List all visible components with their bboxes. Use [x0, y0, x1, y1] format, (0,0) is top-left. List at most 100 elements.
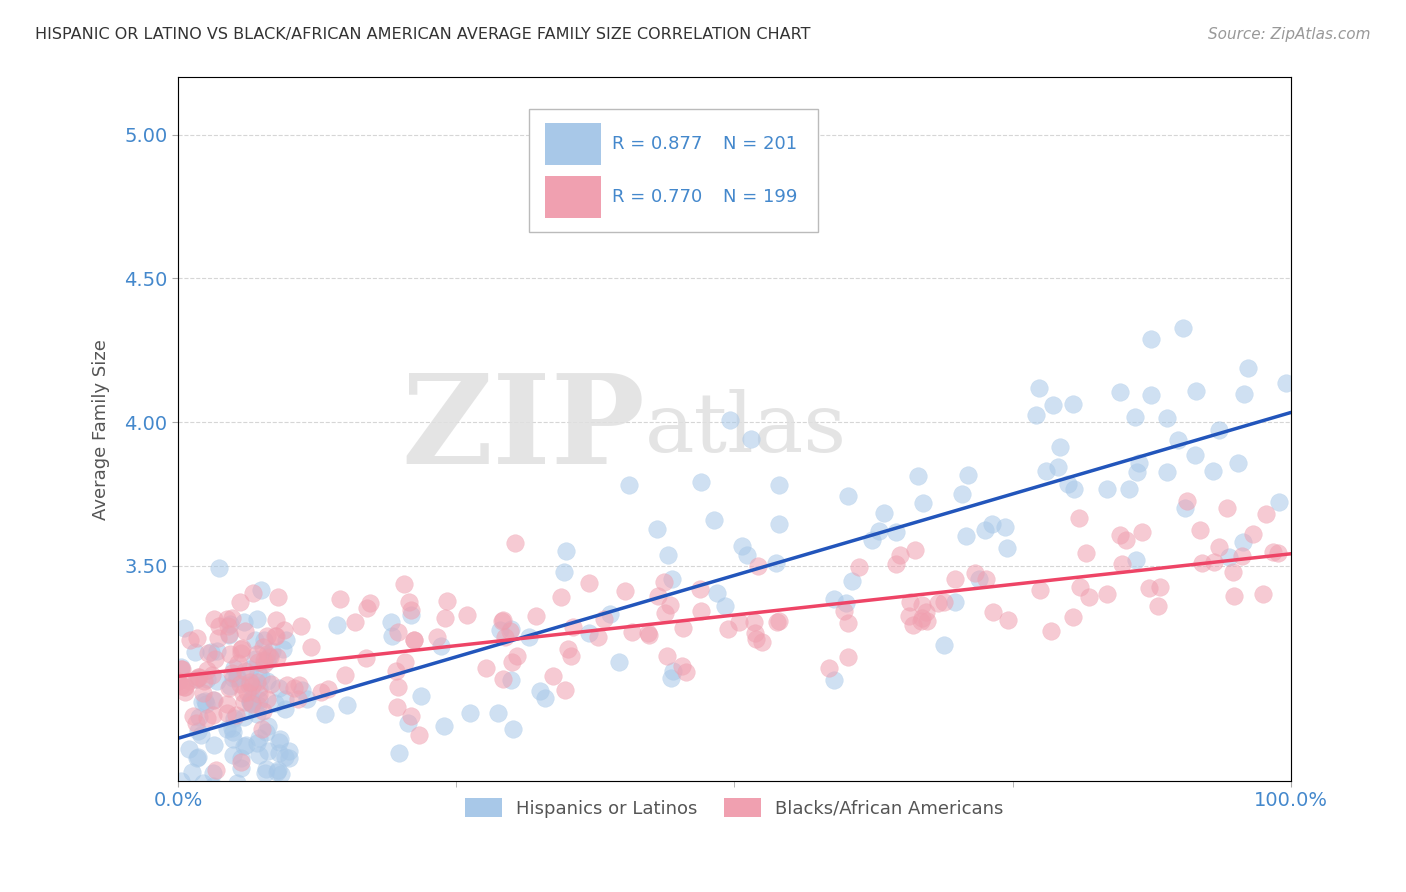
- Point: [170, 662, 193, 676]
- Point: [181, 764, 204, 779]
- Point: [981, 605, 1004, 619]
- Point: [254, 765, 277, 780]
- Point: [257, 719, 280, 733]
- Point: [246, 647, 269, 661]
- Point: [768, 615, 790, 629]
- Point: [197, 646, 219, 660]
- Point: [359, 596, 381, 610]
- Point: [491, 614, 513, 628]
- Point: [344, 615, 367, 629]
- Point: [240, 696, 263, 710]
- Point: [274, 702, 297, 716]
- Point: [1218, 549, 1240, 564]
- Point: [1097, 587, 1119, 601]
- Point: [239, 848, 262, 863]
- Point: [291, 683, 314, 698]
- Point: [245, 632, 267, 647]
- Point: [943, 595, 966, 609]
- Point: [167, 827, 190, 841]
- Point: [219, 616, 242, 631]
- Text: atlas: atlas: [645, 389, 848, 469]
- Point: [177, 742, 200, 756]
- Point: [765, 556, 787, 570]
- Point: [974, 524, 997, 538]
- Point: [907, 469, 929, 483]
- Point: [201, 692, 224, 706]
- Point: [873, 507, 896, 521]
- Point: [706, 586, 728, 600]
- Point: [233, 615, 256, 629]
- Point: [295, 692, 318, 706]
- Point: [381, 629, 404, 643]
- Point: [222, 748, 245, 763]
- Point: [173, 681, 195, 695]
- Point: [240, 789, 263, 804]
- Point: [252, 640, 274, 654]
- Point: [645, 522, 668, 536]
- Point: [252, 632, 274, 647]
- Point: [426, 630, 449, 644]
- Point: [387, 680, 409, 694]
- Point: [191, 695, 214, 709]
- Point: [299, 640, 322, 654]
- Point: [399, 709, 422, 723]
- Point: [898, 595, 921, 609]
- Point: [167, 674, 190, 689]
- Point: [458, 706, 481, 720]
- Point: [266, 614, 288, 628]
- Point: [837, 489, 859, 503]
- Point: [433, 611, 456, 625]
- Point: [231, 641, 253, 656]
- Point: [402, 633, 425, 648]
- Point: [503, 535, 526, 549]
- Point: [955, 529, 977, 543]
- Point: [560, 649, 582, 664]
- Point: [222, 711, 245, 725]
- Point: [233, 695, 256, 709]
- Bar: [546, 123, 600, 165]
- Point: [1078, 590, 1101, 604]
- Point: [215, 697, 238, 711]
- Point: [387, 747, 409, 761]
- Point: [233, 709, 256, 723]
- Point: [661, 572, 683, 586]
- Point: [187, 710, 209, 724]
- Point: [534, 691, 557, 706]
- Point: [1137, 581, 1160, 595]
- Point: [1274, 376, 1296, 390]
- FancyBboxPatch shape: [529, 109, 818, 232]
- Point: [1063, 482, 1085, 496]
- Point: [380, 615, 402, 629]
- Point: [257, 744, 280, 758]
- Point: [238, 694, 260, 708]
- Point: [183, 709, 205, 723]
- Point: [492, 672, 515, 686]
- Point: [243, 652, 266, 666]
- Point: [221, 665, 243, 680]
- Point: [231, 789, 253, 803]
- Point: [1130, 524, 1153, 539]
- Text: N = 199: N = 199: [723, 188, 797, 206]
- Point: [354, 651, 377, 665]
- Point: [980, 516, 1002, 531]
- Point: [270, 767, 292, 781]
- Point: [329, 591, 352, 606]
- Point: [501, 655, 523, 669]
- Point: [193, 776, 215, 790]
- Point: [486, 706, 509, 721]
- Point: [671, 658, 693, 673]
- Point: [277, 744, 299, 758]
- Point: [1171, 320, 1194, 334]
- Point: [1174, 501, 1197, 516]
- Point: [170, 679, 193, 693]
- Point: [170, 773, 193, 788]
- Point: [841, 574, 863, 588]
- Point: [657, 548, 679, 562]
- Text: Source: ZipAtlas.com: Source: ZipAtlas.com: [1208, 27, 1371, 42]
- Point: [456, 608, 478, 623]
- Point: [267, 590, 290, 604]
- Point: [1126, 465, 1149, 479]
- Text: R = 0.877: R = 0.877: [612, 136, 703, 153]
- Point: [657, 649, 679, 664]
- Point: [553, 566, 575, 580]
